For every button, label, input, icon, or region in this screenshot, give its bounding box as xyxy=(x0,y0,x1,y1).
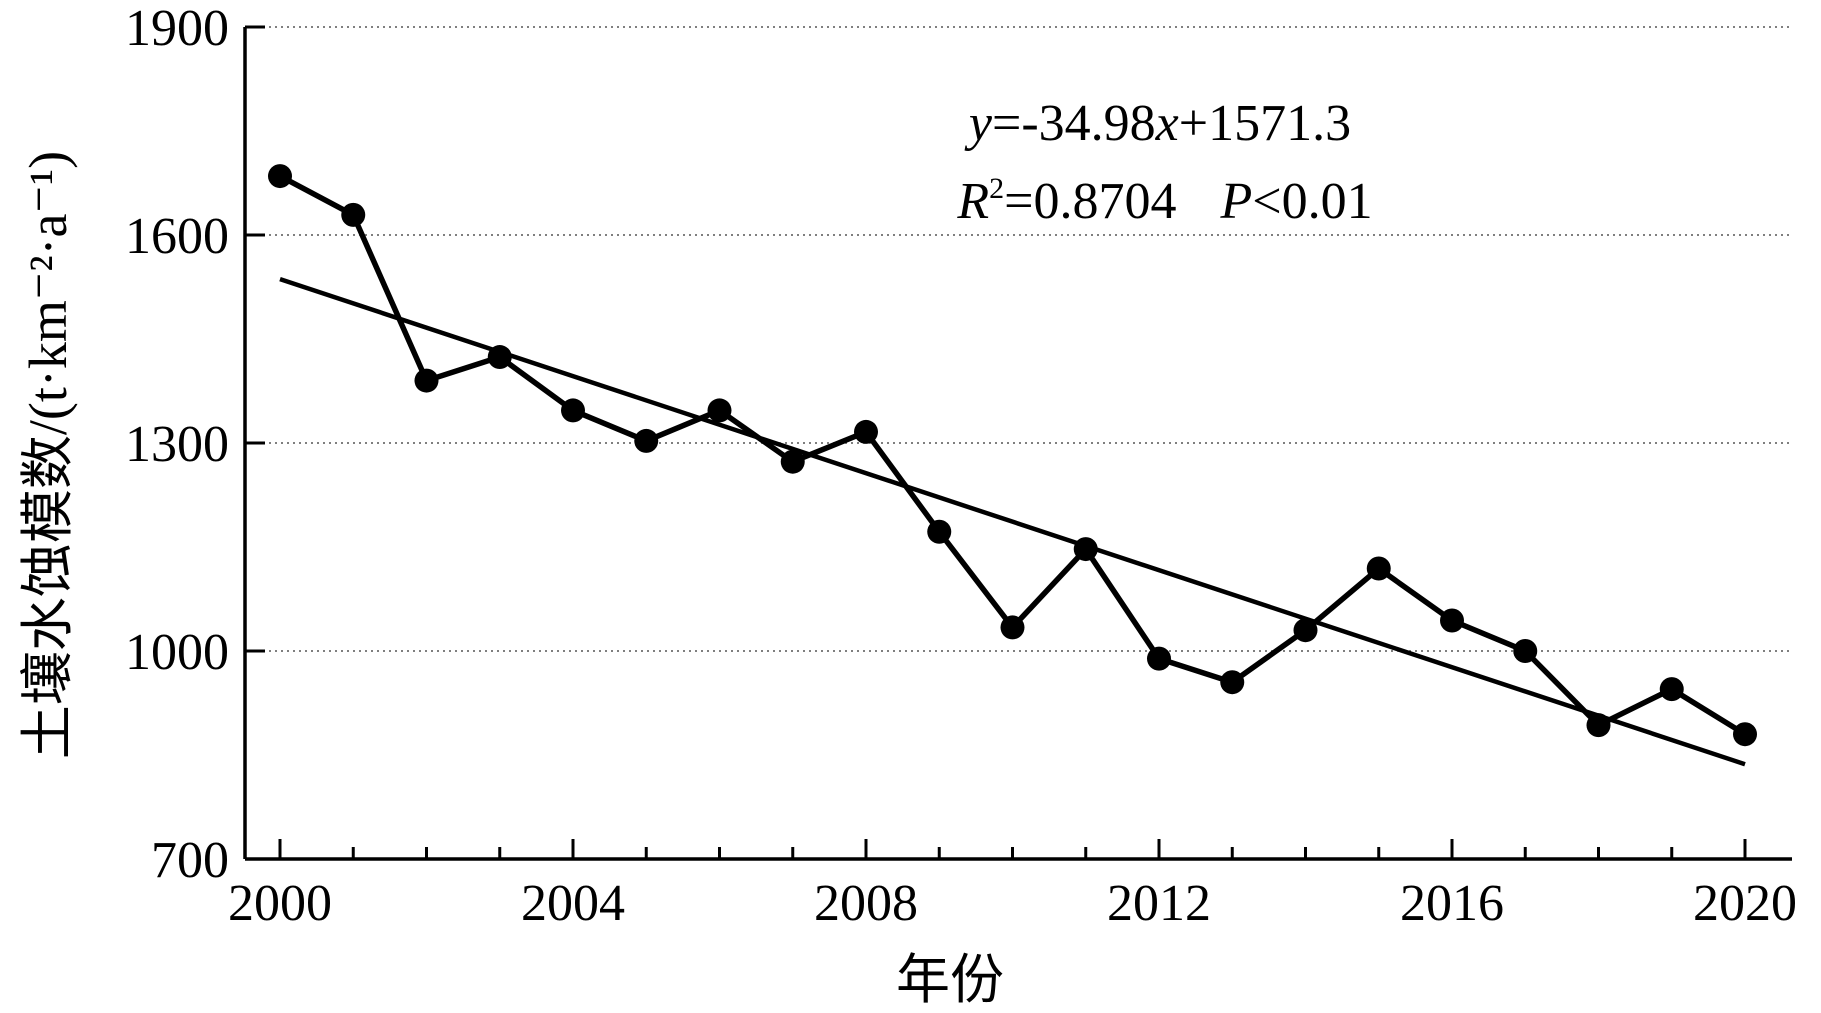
fit-r-exponent: 2 xyxy=(989,172,1004,205)
fit-p-value: <0.01 xyxy=(1252,173,1372,230)
data-point-2010 xyxy=(1000,615,1025,640)
data-point-2008 xyxy=(854,419,878,444)
y-tick-label-700: 700 xyxy=(151,832,229,889)
data-point-2003 xyxy=(487,345,512,370)
x-axis-title: 年份 xyxy=(896,950,1004,1010)
data-point-2004 xyxy=(561,398,585,423)
data-point-2020 xyxy=(1733,722,1757,747)
data-point-2017 xyxy=(1513,639,1538,663)
series-layer xyxy=(268,164,1757,747)
data-point-2002 xyxy=(414,368,439,393)
fit-r2: =0.8704 xyxy=(1004,173,1176,230)
data-point-2013 xyxy=(1220,670,1245,695)
equation-intercept: +1571.3 xyxy=(1179,95,1351,152)
fit-annotation: R2=0.8704 P<0.01 xyxy=(956,172,1372,230)
fit-r: R xyxy=(956,173,989,230)
x-tick-label-2020: 2020 xyxy=(1693,875,1797,932)
data-point-2015 xyxy=(1366,556,1391,581)
x-tick-label-2004: 2004 xyxy=(521,875,625,932)
trendline xyxy=(279,277,1746,767)
y-tick-label-1600: 1600 xyxy=(125,208,229,265)
data-point-2001 xyxy=(341,202,366,227)
data-point-2014 xyxy=(1293,618,1318,643)
equation-y: y xyxy=(964,95,993,152)
trendline-layer xyxy=(279,277,1746,767)
equation-annotation: y=-34.98x+1571.3 xyxy=(964,95,1351,152)
x-tick-label-2000: 2000 xyxy=(228,875,332,932)
data-point-2016 xyxy=(1440,608,1464,633)
data-point-2012 xyxy=(1147,646,1171,671)
y-tick-label-1900: 1900 xyxy=(125,0,229,57)
y-tick-label-1000: 1000 xyxy=(125,624,229,681)
equation-x: x xyxy=(1155,95,1179,152)
data-point-2019 xyxy=(1659,677,1684,702)
y-axis-title: 土壤水蚀模数/(t·km⁻²·a⁻¹) xyxy=(18,151,78,759)
ticks: 700 1000 1300 1600 1900 2000 2004 2008 2012 2016 2… xyxy=(125,0,1797,932)
data-point-2018 xyxy=(1586,713,1611,738)
data-point-2006 xyxy=(707,398,732,423)
x-tick-label-2008: 2008 xyxy=(814,875,918,932)
data-point-2005 xyxy=(634,428,659,453)
fit-p: P xyxy=(1220,173,1253,230)
x-tick-label-2016: 2016 xyxy=(1400,875,1504,932)
equation-slope: =-34.98 xyxy=(992,95,1156,152)
data-point-2009 xyxy=(927,519,952,544)
data-point-2011 xyxy=(1073,537,1098,562)
x-tick-label-2012: 2012 xyxy=(1107,875,1211,932)
data-point-2007 xyxy=(780,449,805,474)
data-point-2000 xyxy=(268,164,292,189)
y-tick-label-1300: 1300 xyxy=(125,416,229,473)
